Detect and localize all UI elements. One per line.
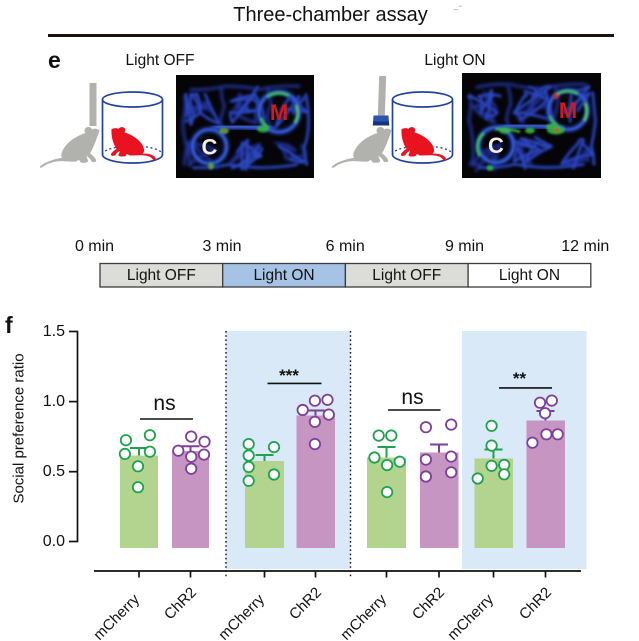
svg-text:C: C [202, 135, 218, 160]
svg-text:C: C [488, 133, 504, 158]
svg-text:M: M [559, 98, 577, 123]
svg-text:M: M [270, 100, 288, 125]
